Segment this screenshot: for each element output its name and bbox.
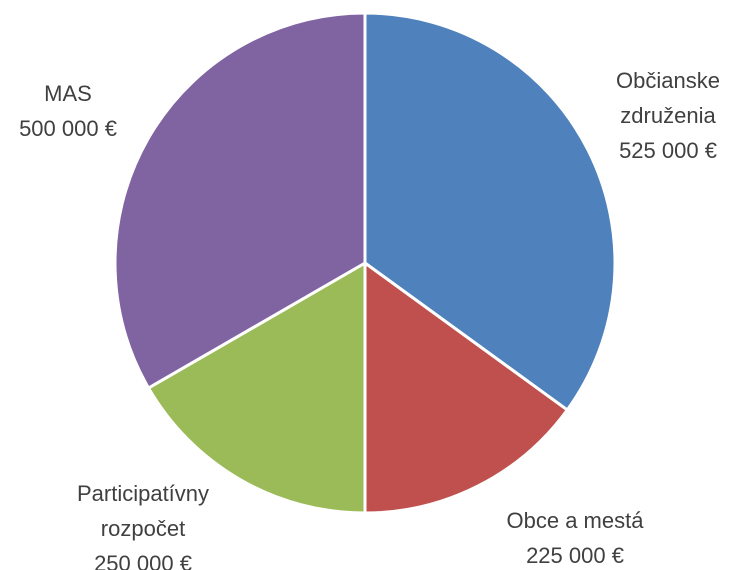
category-label: Participatívny rozpočet <box>76 481 210 541</box>
category-label: Občianske združenia <box>616 68 720 128</box>
pie-slice <box>363 261 569 515</box>
slice-label: Občianske združenia 525 000 € <box>608 63 728 168</box>
value-label: 525 000 € <box>619 138 717 163</box>
value-label: 500 000 € <box>19 116 117 141</box>
pie-slice <box>113 11 367 390</box>
category-label: MAS <box>44 81 92 106</box>
pie-slice <box>146 261 367 515</box>
pie-slice <box>363 11 617 412</box>
slice-label: MAS 500 000 € <box>3 76 133 146</box>
slice-label: Obce a mestá 225 000 € <box>475 503 675 570</box>
category-label: Obce a mestá <box>506 508 644 533</box>
value-label: 250 000 € <box>94 551 192 570</box>
value-label: 225 000 € <box>526 543 624 568</box>
slice-label: Participatívny rozpočet 250 000 € <box>63 476 223 570</box>
